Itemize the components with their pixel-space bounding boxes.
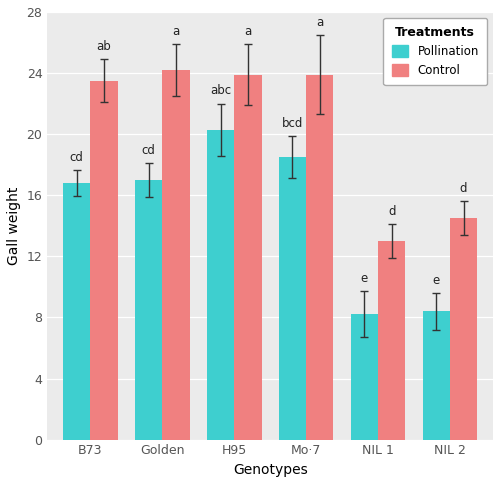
Bar	[279, 157, 306, 439]
Text: e: e	[432, 274, 440, 287]
Bar	[162, 70, 190, 439]
Bar	[234, 75, 262, 439]
Bar	[306, 75, 334, 439]
X-axis label: Genotypes: Genotypes	[233, 463, 308, 477]
Text: abc: abc	[210, 85, 231, 97]
Text: a: a	[316, 16, 324, 29]
Legend: Pollination, Control: Pollination, Control	[384, 18, 487, 85]
Text: d: d	[388, 205, 396, 218]
Bar	[90, 81, 118, 439]
Text: cd: cd	[70, 151, 84, 164]
Text: e: e	[360, 272, 368, 286]
Bar	[350, 315, 378, 439]
Bar	[135, 180, 162, 439]
Text: cd: cd	[142, 144, 156, 157]
Text: a: a	[244, 25, 252, 38]
Text: ab: ab	[96, 40, 112, 53]
Bar	[207, 130, 234, 439]
Text: a: a	[172, 25, 180, 38]
Bar	[63, 183, 90, 439]
Bar	[422, 311, 450, 439]
Y-axis label: Gall weight: Gall weight	[7, 187, 21, 265]
Bar	[378, 241, 406, 439]
Text: bcd: bcd	[282, 117, 303, 130]
Text: d: d	[460, 182, 468, 195]
Bar	[450, 218, 477, 439]
